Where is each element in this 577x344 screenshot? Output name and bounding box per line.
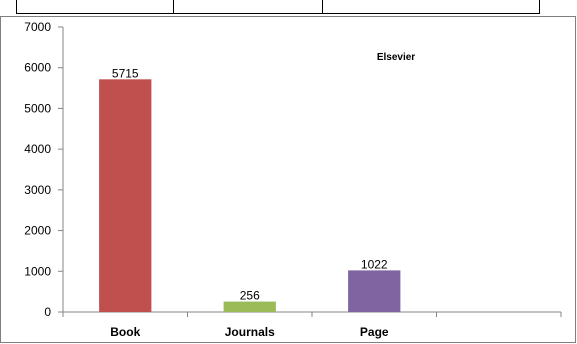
table-cell-divider — [322, 0, 323, 13]
y-tick-label: 6000 — [24, 61, 51, 75]
y-tick-label: 2000 — [24, 224, 51, 238]
bar-book — [99, 79, 152, 312]
category-label-journals: Journals — [225, 325, 275, 339]
y-tick-label: 7000 — [24, 20, 51, 34]
category-label-page: Page — [360, 325, 389, 339]
y-tick-label: 4000 — [24, 142, 51, 156]
bars-group — [99, 79, 401, 312]
bar-journals — [223, 301, 276, 312]
chart-area: Elsevier 0 1000 2000 3000 4000 5000 6000 7000 5… — [0, 16, 576, 343]
bar-page — [348, 270, 401, 312]
header-table-row — [16, 0, 540, 14]
chart-title: Elsevier — [377, 52, 415, 63]
data-label-page: 1022 — [361, 257, 388, 271]
y-tick-label: 1000 — [24, 264, 51, 278]
data-label-book: 5715 — [112, 66, 139, 80]
category-label-book: Book — [110, 325, 140, 339]
y-tick-label: 3000 — [24, 183, 51, 197]
y-tick-label: 5000 — [24, 101, 51, 115]
bar-chart: Elsevier 0 1000 2000 3000 4000 5000 6000 7000 5… — [24, 20, 562, 339]
data-label-journals: 256 — [240, 289, 260, 303]
category-labels: 5715 Book 256 Journals 1022 Page — [110, 66, 389, 339]
y-tick-label: 0 — [44, 305, 51, 319]
y-axis-ticks: 0 1000 2000 3000 4000 5000 6000 7000 — [24, 20, 63, 319]
table-cell-divider — [173, 0, 174, 13]
